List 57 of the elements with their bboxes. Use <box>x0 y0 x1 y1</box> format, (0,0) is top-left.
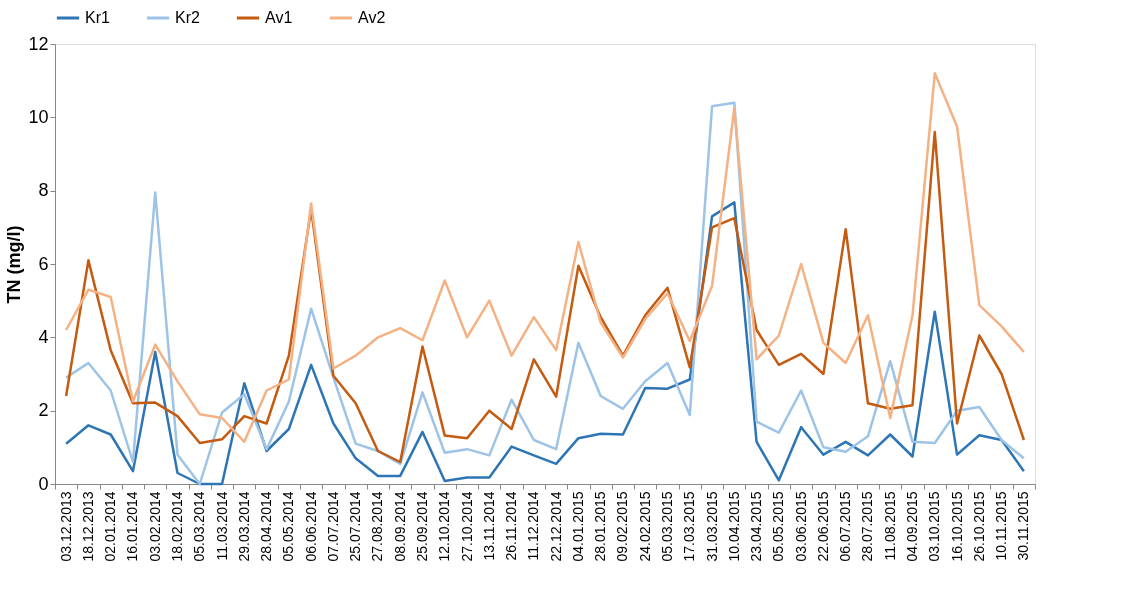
x-tick-label: 26.11.2014 <box>503 491 520 561</box>
x-tick-label: 24.02.2015 <box>636 491 653 562</box>
x-tick-label: 08.09.2014 <box>391 491 408 562</box>
x-tick-label: 22.12.2014 <box>547 491 564 562</box>
legend-label: Av1 <box>265 9 293 26</box>
x-tick-label: 16.10.2015 <box>948 491 965 562</box>
legend-label: Kr1 <box>85 9 110 26</box>
y-tick-label: 4 <box>38 326 49 347</box>
x-tick-label: 03.10.2015 <box>926 491 943 562</box>
x-tick-label: 30.11.2015 <box>1015 491 1032 561</box>
x-tick-label: 02.01.2014 <box>102 491 119 562</box>
y-tick-label: 12 <box>28 33 49 54</box>
y-tick-label: 0 <box>38 473 49 494</box>
line-series <box>64 72 1026 444</box>
x-tick-label: 17.03.2015 <box>681 491 698 562</box>
x-tick-label: 10.11.2015 <box>993 491 1010 561</box>
x-tick-label: 11.12.2014 <box>525 491 542 561</box>
x-tick-label: 03.12.2013 <box>57 491 74 562</box>
x-tick-label: 23.04.2015 <box>748 491 765 562</box>
y-tick-label: 6 <box>38 253 49 274</box>
x-tick-label: 26.10.2015 <box>970 491 987 562</box>
x-tick-label: 09.02.2015 <box>614 491 631 562</box>
x-tick-label: 05.03.2014 <box>191 491 208 562</box>
x-tick-label: 05.05.2015 <box>770 491 787 562</box>
x-tick-label: 13.11.2014 <box>480 491 497 561</box>
x-tick-label: 04.09.2015 <box>904 491 920 562</box>
x-tick-label: 28.07.2015 <box>859 491 876 562</box>
y-axis-title: TN (mg/l) <box>4 225 25 304</box>
x-tick-label: 10.04.2015 <box>725 491 742 562</box>
x-tick-label: 27.08.2014 <box>369 491 386 562</box>
y-tick-label: 10 <box>28 106 49 127</box>
x-tick-label: 25.09.2014 <box>414 491 430 562</box>
x-tick-label: 16.01.2014 <box>124 491 141 562</box>
x-tick-label: 27.10.2014 <box>458 491 475 562</box>
x-tick-label: 11.08.2015 <box>881 491 898 561</box>
x-tick-label: 25.07.2014 <box>347 491 364 562</box>
x-tick-label: 06.07.2015 <box>837 491 854 562</box>
x-tick-label: 03.02.2014 <box>146 491 163 562</box>
x-tick-label: 11.03.2014 <box>213 491 230 561</box>
x-tick-label: 05.05.2014 <box>280 491 297 562</box>
x-tick-label: 07.07.2014 <box>324 491 341 562</box>
legend-label: Av2 <box>358 9 386 26</box>
legend-label: Kr2 <box>175 9 200 26</box>
x-tick-label: 22.06.2015 <box>814 491 831 562</box>
x-tick-label: 03.06.2015 <box>792 491 809 562</box>
x-tick-label: 29.03.2014 <box>235 491 252 562</box>
x-tick-label: 06.06.2014 <box>302 491 319 562</box>
x-tick-label: 18.12.2013 <box>79 491 96 562</box>
x-tick-label: 05.03.2015 <box>659 491 675 562</box>
x-tick-label: 04.01.2015 <box>569 491 586 562</box>
x-tick-label: 28.04.2014 <box>258 491 275 562</box>
y-tick-label: 8 <box>38 180 49 201</box>
x-tick-label: 28.01.2015 <box>592 491 609 562</box>
x-tick-label: 12.10.2014 <box>436 491 453 562</box>
x-tick-label: 18.02.2014 <box>169 491 185 562</box>
y-tick-label: 2 <box>38 400 49 421</box>
x-tick-label: 31.03.2015 <box>703 491 720 562</box>
